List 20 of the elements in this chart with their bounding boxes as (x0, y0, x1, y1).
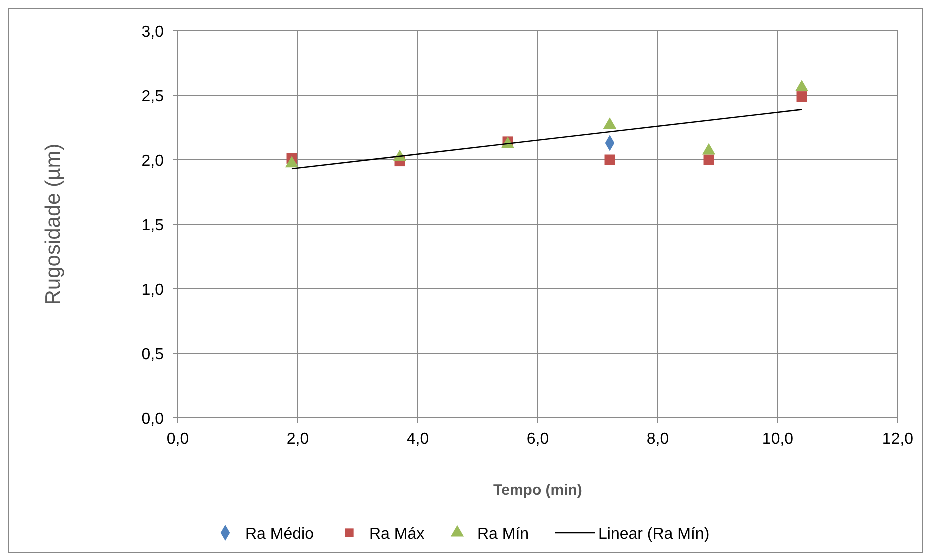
y-tick-label: 2,5 (142, 88, 164, 106)
y-tick-label: 1,0 (142, 282, 164, 299)
legend-label: Linear (Ra Mín) (598, 526, 710, 543)
y-tick-label: 1,5 (142, 218, 164, 234)
x-tick-label: 0,0 (166, 431, 190, 448)
x-axis-title: Tempo (min) (494, 482, 582, 499)
x-tick-label: 8,0 (646, 431, 670, 448)
y-tick-label: 2,0 (142, 153, 164, 170)
legend-label: Ra Máx (370, 526, 425, 543)
y-tick-label: 3,0 (142, 24, 164, 41)
y-tick-label: 0,0 (142, 411, 164, 428)
y-axis-title: Rugosidade (µm) (42, 144, 65, 306)
x-tick-label: 2,0 (286, 431, 310, 448)
x-tick-label: 10,0 (762, 431, 794, 448)
legend-label: Ra Médio (246, 526, 314, 543)
legend-label: Ra Mín (478, 526, 530, 543)
y-tick-label: 0,5 (142, 346, 164, 364)
x-tick-label: 4,0 (406, 431, 430, 448)
x-tick-label: 6,0 (526, 431, 550, 448)
x-tick-label: 12,0 (882, 431, 914, 448)
